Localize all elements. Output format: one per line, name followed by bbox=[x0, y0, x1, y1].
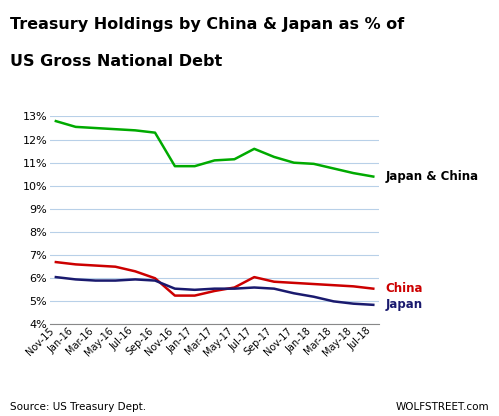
Text: Source: US Treasury Dept.: Source: US Treasury Dept. bbox=[10, 402, 146, 412]
Text: Japan: Japan bbox=[386, 298, 423, 311]
Text: US Gross National Debt: US Gross National Debt bbox=[10, 54, 222, 69]
Text: China: China bbox=[386, 282, 423, 295]
Text: Treasury Holdings by China & Japan as % of: Treasury Holdings by China & Japan as % … bbox=[10, 17, 404, 32]
Text: WOLFSTREET.com: WOLFSTREET.com bbox=[395, 402, 489, 412]
Text: Japan & China: Japan & China bbox=[386, 170, 479, 183]
